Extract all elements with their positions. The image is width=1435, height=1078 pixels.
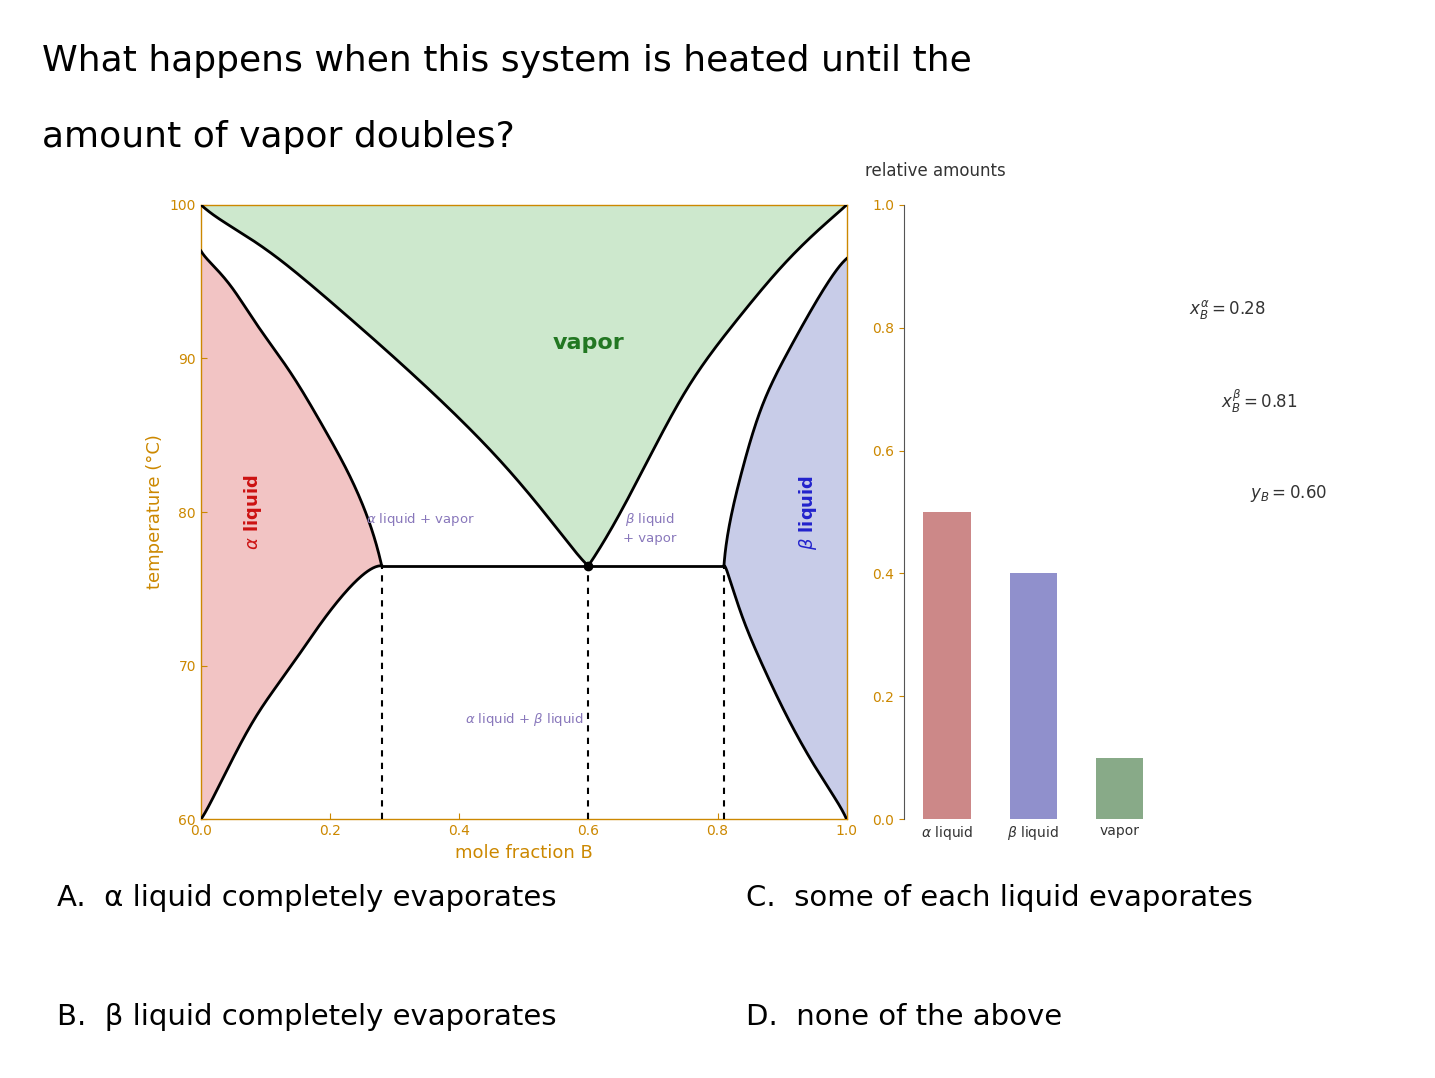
Polygon shape (201, 205, 847, 566)
Text: vapor: vapor (552, 333, 624, 354)
Text: $\alpha$ liquid: $\alpha$ liquid (241, 474, 264, 550)
Polygon shape (201, 251, 382, 819)
Text: B.  β liquid completely evaporates: B. β liquid completely evaporates (56, 1003, 555, 1031)
Text: $x_B^\beta = 0.81$: $x_B^\beta = 0.81$ (1221, 388, 1297, 415)
Bar (924, 512, 970, 819)
Text: $x_B^\alpha = 0.28$: $x_B^\alpha = 0.28$ (1188, 298, 1266, 321)
Polygon shape (725, 259, 847, 819)
Text: $\beta$ liquid: $\beta$ liquid (624, 511, 674, 528)
Text: amount of vapor doubles?: amount of vapor doubles? (43, 120, 515, 154)
Text: $\beta$ liquid: $\beta$ liquid (796, 474, 819, 550)
Text: C.  some of each liquid evaporates: C. some of each liquid evaporates (746, 884, 1253, 912)
Bar (1010, 573, 1056, 819)
X-axis label: mole fraction B: mole fraction B (455, 844, 593, 861)
Text: $\alpha$ liquid + $\beta$ liquid: $\alpha$ liquid + $\beta$ liquid (465, 710, 583, 728)
Y-axis label: temperature (°C): temperature (°C) (146, 434, 164, 590)
Text: $y_B = 0.60$: $y_B = 0.60$ (1250, 483, 1327, 505)
Text: What happens when this system is heated until the: What happens when this system is heated … (43, 44, 973, 79)
Text: relative amounts: relative amounts (865, 163, 1006, 180)
Text: A.  α liquid completely evaporates: A. α liquid completely evaporates (56, 884, 555, 912)
Text: D.  none of the above: D. none of the above (746, 1003, 1062, 1031)
Text: + vapor: + vapor (623, 531, 676, 544)
Bar (1096, 758, 1144, 819)
Text: $\alpha$ liquid + vapor: $\alpha$ liquid + vapor (366, 511, 475, 528)
